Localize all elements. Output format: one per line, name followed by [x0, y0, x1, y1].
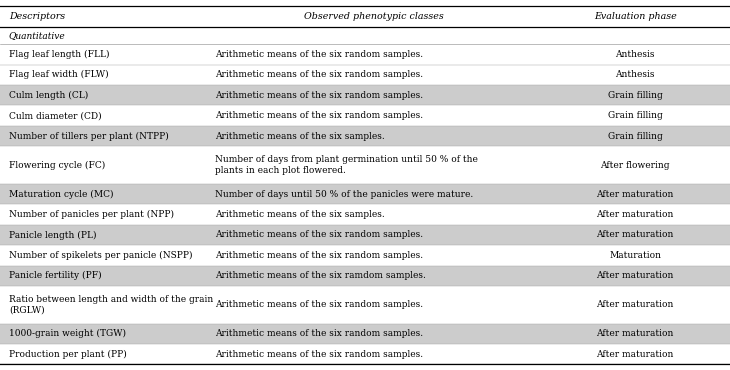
Bar — [0, 27, 730, 44]
Text: Grain filling: Grain filling — [607, 132, 663, 141]
Bar — [0, 85, 730, 105]
Bar — [0, 266, 730, 286]
Text: Culm length (CL): Culm length (CL) — [9, 91, 88, 100]
Text: Anthesis: Anthesis — [615, 50, 655, 59]
Text: After maturation: After maturation — [596, 210, 674, 219]
Text: After flowering: After flowering — [600, 161, 670, 169]
Text: After maturation: After maturation — [596, 300, 674, 309]
Text: 1000-grain weight (TGW): 1000-grain weight (TGW) — [9, 329, 126, 339]
Text: Evaluation phase: Evaluation phase — [593, 12, 677, 21]
Bar — [0, 324, 730, 344]
Text: Flowering cycle (FC): Flowering cycle (FC) — [9, 161, 105, 170]
Text: Flag leaf length (FLL): Flag leaf length (FLL) — [9, 50, 110, 59]
Text: Arithmetic means of the six random samples.: Arithmetic means of the six random sampl… — [215, 329, 423, 338]
Text: Maturation: Maturation — [609, 251, 661, 260]
Text: After maturation: After maturation — [596, 190, 674, 199]
Text: Arithmetic means of the six random samples.: Arithmetic means of the six random sampl… — [215, 70, 423, 80]
Bar — [0, 146, 730, 184]
Text: After maturation: After maturation — [596, 271, 674, 280]
Text: Number of days from plant germination until 50 % of the
plants in each plot flow: Number of days from plant germination un… — [215, 155, 478, 175]
Text: Arithmetic means of the six samples.: Arithmetic means of the six samples. — [215, 132, 385, 141]
Bar — [0, 44, 730, 65]
Text: Arithmetic means of the six random samples.: Arithmetic means of the six random sampl… — [215, 231, 423, 239]
Text: Grain filling: Grain filling — [607, 111, 663, 120]
Text: Number of spikelets per panicle (NSPP): Number of spikelets per panicle (NSPP) — [9, 251, 192, 260]
Text: Culm diameter (CD): Culm diameter (CD) — [9, 111, 101, 120]
Text: Panicle length (PL): Panicle length (PL) — [9, 231, 96, 239]
Text: Observed phenotypic classes: Observed phenotypic classes — [304, 12, 444, 21]
Text: Number of panicles per plant (NPP): Number of panicles per plant (NPP) — [9, 210, 174, 219]
Text: Grain filling: Grain filling — [607, 91, 663, 100]
Text: Flag leaf width (FLW): Flag leaf width (FLW) — [9, 70, 108, 80]
Text: Quantitative: Quantitative — [9, 31, 66, 40]
Text: After maturation: After maturation — [596, 231, 674, 239]
Text: Arithmetic means of the six random samples.: Arithmetic means of the six random sampl… — [215, 300, 423, 309]
Text: Arithmetic means of the six samples.: Arithmetic means of the six samples. — [215, 210, 385, 219]
Text: After maturation: After maturation — [596, 350, 674, 359]
Bar — [0, 286, 730, 324]
Bar — [0, 126, 730, 146]
Text: Number of days until 50 % of the panicles were mature.: Number of days until 50 % of the panicle… — [215, 190, 474, 199]
Text: Number of tillers per plant (NTPP): Number of tillers per plant (NTPP) — [9, 131, 169, 141]
Text: Production per plant (PP): Production per plant (PP) — [9, 350, 126, 359]
Bar — [0, 6, 730, 27]
Text: Arithmetic means of the six random samples.: Arithmetic means of the six random sampl… — [215, 251, 423, 260]
Text: Ratio between length and width of the grain
(RGLW): Ratio between length and width of the gr… — [9, 295, 213, 314]
Bar — [0, 344, 730, 364]
Text: Anthesis: Anthesis — [615, 70, 655, 80]
Text: After maturation: After maturation — [596, 329, 674, 338]
Text: Descriptors: Descriptors — [9, 12, 65, 21]
Text: Arithmetic means of the six random samples.: Arithmetic means of the six random sampl… — [215, 111, 423, 120]
Text: Arithmetic means of the six random samples.: Arithmetic means of the six random sampl… — [215, 91, 423, 100]
Bar — [0, 204, 730, 225]
Text: Arithmetic means of the six random samples.: Arithmetic means of the six random sampl… — [215, 350, 423, 359]
Text: Arithmetic means of the six random samples.: Arithmetic means of the six random sampl… — [215, 50, 423, 59]
Text: Arithmetic means of the six ramdom samples.: Arithmetic means of the six ramdom sampl… — [215, 271, 426, 280]
Bar — [0, 184, 730, 204]
Bar — [0, 105, 730, 126]
Bar — [0, 225, 730, 245]
Text: Maturation cycle (MC): Maturation cycle (MC) — [9, 189, 113, 199]
Text: Panicle fertility (PF): Panicle fertility (PF) — [9, 271, 101, 280]
Bar — [0, 65, 730, 85]
Bar — [0, 245, 730, 266]
